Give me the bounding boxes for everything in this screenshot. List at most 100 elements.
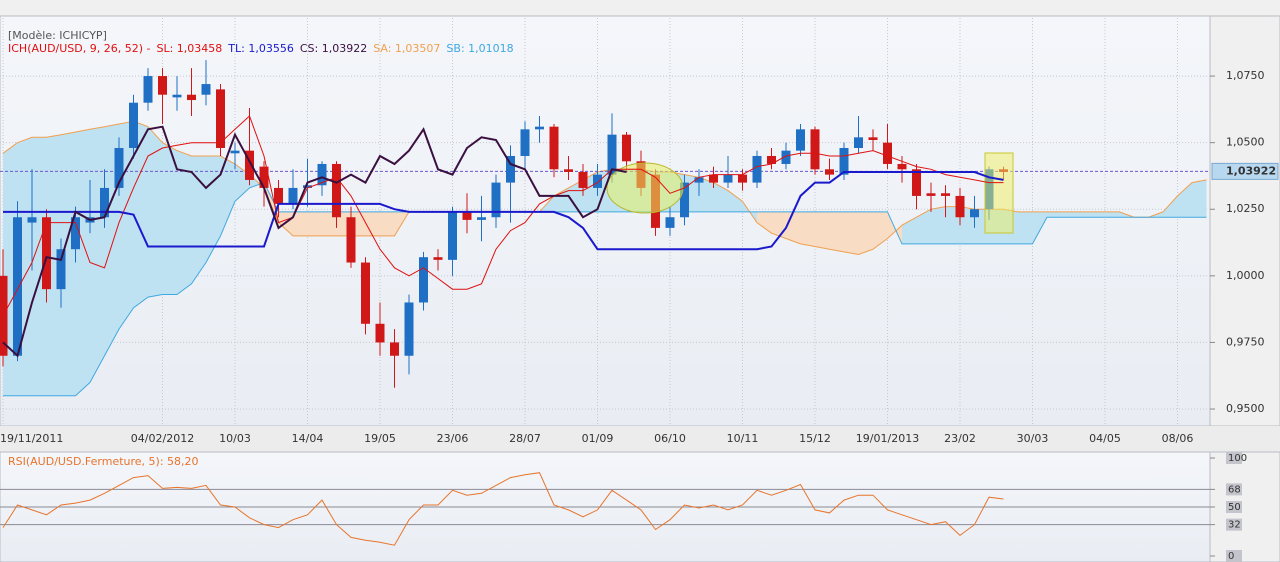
cloud <box>1032 211 1047 244</box>
cloud <box>162 142 177 295</box>
legend-entry: TL: 1,03556 <box>228 42 294 55</box>
cloud <box>293 211 308 236</box>
candle-body <box>520 129 530 156</box>
candle-body <box>114 147 124 188</box>
model-label: [Modèle: ICHICYP] <box>8 29 107 42</box>
tick-box <box>1226 483 1242 496</box>
cloud <box>191 155 206 284</box>
cloud <box>75 129 90 396</box>
candle-body <box>955 195 965 218</box>
candle-body <box>187 94 196 101</box>
candle-body <box>448 211 457 260</box>
candle-body <box>506 155 515 183</box>
tick-box <box>1226 452 1242 464</box>
x-tick-label: 01/09 <box>582 432 614 445</box>
x-tick-label: 28/07 <box>509 432 541 445</box>
cloud-line <box>3 181 1207 397</box>
cloud <box>931 206 946 244</box>
candle-body <box>100 187 109 218</box>
legend-entry: CS: 1,03922 <box>299 42 368 55</box>
cloud <box>728 190 743 212</box>
candle-body <box>201 84 211 95</box>
x-tick-label: 19/01/2013 <box>856 432 919 445</box>
x-tick-label: 08/06 <box>1162 432 1194 445</box>
candle-body <box>622 134 631 162</box>
x-tick-label: 14/04 <box>292 432 324 445</box>
y-tick-label: 0,9750 <box>1226 335 1265 348</box>
cloud <box>1105 211 1120 218</box>
x-tick-label: 23/06 <box>437 432 469 445</box>
candle-body <box>781 150 791 164</box>
indicator-line <box>3 171 1004 251</box>
candle-body <box>738 174 747 183</box>
candle-body <box>303 185 312 188</box>
candle-body <box>694 177 704 183</box>
cloud <box>1192 179 1207 218</box>
candle-body <box>375 323 385 343</box>
candle-body <box>216 89 225 148</box>
candle-body <box>578 171 588 188</box>
y-tick-label: 1,0000 <box>1226 269 1265 282</box>
cloud <box>829 211 844 252</box>
candle-body <box>912 169 921 196</box>
cloud <box>1177 182 1192 218</box>
cloud <box>713 182 728 212</box>
x-tick-label: 04/05 <box>1089 432 1121 445</box>
candle-body <box>796 129 805 151</box>
x-tick-label: 30/03 <box>1017 432 1049 445</box>
candle-body <box>13 217 22 356</box>
candle-body <box>158 76 167 95</box>
cloud <box>380 211 395 236</box>
tick-box <box>1226 501 1242 513</box>
cloud <box>365 211 380 236</box>
cloud <box>1090 211 1105 218</box>
candle-body <box>259 166 269 188</box>
candle-body <box>926 193 936 196</box>
candle-body <box>317 163 327 186</box>
x-tick-label: 10/03 <box>219 432 251 445</box>
cloud <box>177 150 192 295</box>
candle-body <box>854 137 863 148</box>
candle-body <box>288 187 298 204</box>
cloud <box>1163 195 1178 218</box>
cloud <box>858 211 873 255</box>
cloud <box>61 132 76 396</box>
cloud <box>46 134 61 396</box>
candle-body <box>42 217 51 290</box>
legend-entry: SL: 1,03458 <box>156 42 223 55</box>
cloud <box>916 209 931 244</box>
cloud <box>133 121 148 308</box>
price-label: 1,03922 <box>1226 164 1276 177</box>
candle-body <box>825 169 834 175</box>
x-tick-label: 04/02/2012 <box>131 432 194 445</box>
overlay-layer <box>2 115 1004 358</box>
candle-body <box>172 94 182 98</box>
candle-body <box>491 182 501 218</box>
cloud <box>1076 211 1091 218</box>
tick-box <box>1226 550 1242 562</box>
candle-body <box>27 217 37 223</box>
candle-body <box>941 193 950 196</box>
candle-body <box>0 275 8 356</box>
y-tick-label: 0,9500 <box>1226 402 1265 415</box>
cloud <box>90 126 105 383</box>
candle-body <box>723 174 733 183</box>
rsi-title: RSI(AUD/USD.Fermeture, 5): 58,20 <box>8 455 199 468</box>
legend-entry: SA: 1,03507 <box>373 42 441 55</box>
candle-body <box>361 262 370 324</box>
candle-body <box>346 217 356 263</box>
cloud <box>148 126 163 298</box>
cloud <box>757 211 772 234</box>
x-tick-label: 15/12 <box>799 432 831 445</box>
rsi-line <box>2 472 1004 546</box>
highlight-rect <box>984 152 1014 234</box>
legend-entry: SB: 1,01018 <box>446 42 514 55</box>
y-tick-label: 100 <box>1228 453 1247 464</box>
x-tick-label: 19/05 <box>364 432 396 445</box>
cloud <box>844 211 859 255</box>
candle-body <box>868 137 878 140</box>
cloud <box>873 211 888 250</box>
cloud <box>278 211 293 236</box>
